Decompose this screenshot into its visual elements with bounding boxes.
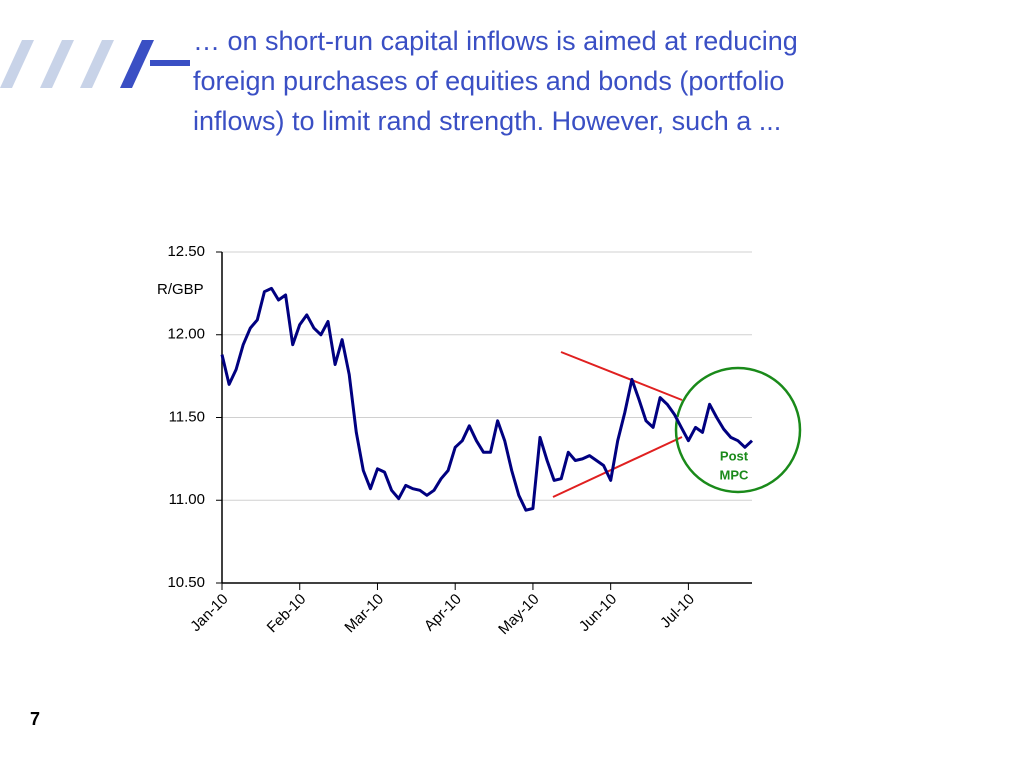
y-tick-label: 11.50 <box>169 408 205 425</box>
trend-line <box>560 351 683 401</box>
annotation: MPC <box>720 467 750 482</box>
x-tick-label: Jul-10 <box>657 591 698 632</box>
trend-line <box>552 436 683 498</box>
page-number: 7 <box>30 709 40 729</box>
x-tick-label: May-10 <box>495 591 542 638</box>
y-axis-label: R/GBP <box>157 281 204 298</box>
y-tick-label: 12.00 <box>167 326 205 343</box>
x-tick-label: Apr-10 <box>421 591 465 635</box>
x-tick-label: Jan-10 <box>187 591 231 635</box>
highlight-circle <box>674 366 802 494</box>
logo <box>0 40 190 88</box>
annotation: Post <box>720 448 749 463</box>
y-tick-label: 12.50 <box>167 243 205 260</box>
data-line <box>220 286 754 512</box>
heading-line: inflows) to limit rand strength. However… <box>193 106 781 136</box>
y-tick-label: 11.00 <box>169 491 205 508</box>
heading-line: … on short-run capital inflows is aimed … <box>193 26 798 56</box>
x-tick-label: Mar-10 <box>341 591 387 637</box>
heading-line: foreign purchases of equities and bonds … <box>193 66 784 96</box>
x-tick-label: Feb-10 <box>264 591 310 637</box>
x-tick-label: Jun-10 <box>576 591 620 635</box>
y-tick-label: 10.50 <box>167 574 205 591</box>
